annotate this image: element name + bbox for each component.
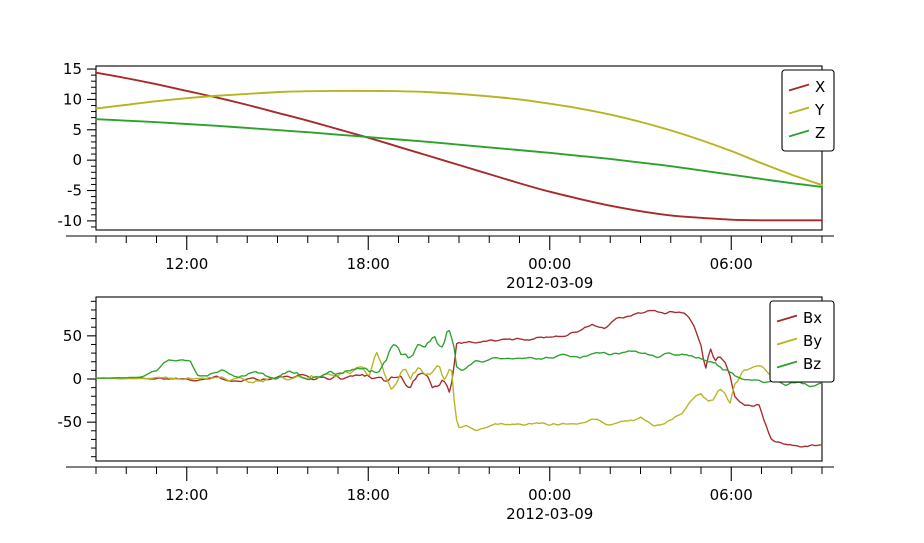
bfield-ytick-label: 0 [72, 370, 82, 388]
bfield-plot-frame [95, 296, 823, 462]
magnetic-field-chart-svg: 50 0 -50 12:00 18:00 00:00 06:00 2012-03-09 Bx By… [58, 296, 835, 523]
position-ytick-label: 5 [72, 121, 82, 139]
bfield-ytick-label: -50 [58, 413, 83, 431]
position-chart-panel: 15 10 5 0 -5 -10 12:00 18:00 00:00 06:00 2012-03-0… [58, 60, 835, 290]
bfield-xtick-label: 18:00 [347, 486, 390, 504]
position-series-z [95, 118, 823, 188]
bfield-xtick-label: 00:00 [528, 486, 571, 504]
position-plot-frame [95, 65, 823, 231]
position-xtick-label: 06:00 [710, 255, 753, 273]
bfield-legend-label-bz[interactable]: Bz [803, 355, 821, 373]
bfield-legend-label-bx[interactable]: Bx [803, 309, 822, 327]
position-legend-label-y[interactable]: Y [814, 101, 825, 119]
position-chart-svg: 15 10 5 0 -5 -10 12:00 18:00 00:00 06:00 2012-03-0… [58, 60, 835, 290]
bfield-legend-swatch-bx [776, 314, 798, 323]
position-legend-label-x[interactable]: X [815, 78, 825, 96]
bfield-legend-box [769, 300, 835, 383]
position-ytick-label: -10 [58, 212, 83, 230]
position-legend-swatch-y [788, 106, 810, 115]
position-legend-swatch-z [788, 129, 810, 138]
position-legend-box [781, 69, 835, 152]
bfield-xtick-label: 06:00 [710, 486, 753, 504]
position-ytick-label: 15 [63, 60, 82, 78]
bfield-ytick-label: 50 [63, 327, 82, 345]
position-xtick-label: 00:00 [528, 255, 571, 273]
bfield-series-by [95, 351, 823, 432]
position-series-x [95, 71, 823, 222]
position-ytick-label: 10 [63, 90, 82, 108]
position-ytick-label: -5 [67, 182, 82, 200]
position-ytick-label: 0 [72, 151, 82, 169]
position-xtick-label: 12:00 [165, 255, 208, 273]
bfield-series-bz [95, 329, 823, 388]
bfield-legend-label-by[interactable]: By [803, 332, 822, 350]
bfield-series-bx [95, 309, 823, 448]
bfield-xtick-label: 12:00 [165, 486, 208, 504]
bfield-legend-swatch-by [776, 337, 798, 346]
position-legend-label-z[interactable]: Z [815, 124, 825, 142]
position-legend-swatch-x [788, 83, 810, 92]
bfield-date-label: 2012-03-09 [506, 505, 593, 523]
position-xtick-label: 18:00 [347, 255, 390, 273]
magnetic-field-chart-panel: 50 0 -50 12:00 18:00 00:00 06:00 2012-03-09 Bx By… [0, 285, 924, 543]
position-date-label: 2012-03-09 [506, 274, 593, 290]
bfield-legend-swatch-bz [776, 360, 798, 369]
position-series-y [95, 89, 823, 186]
